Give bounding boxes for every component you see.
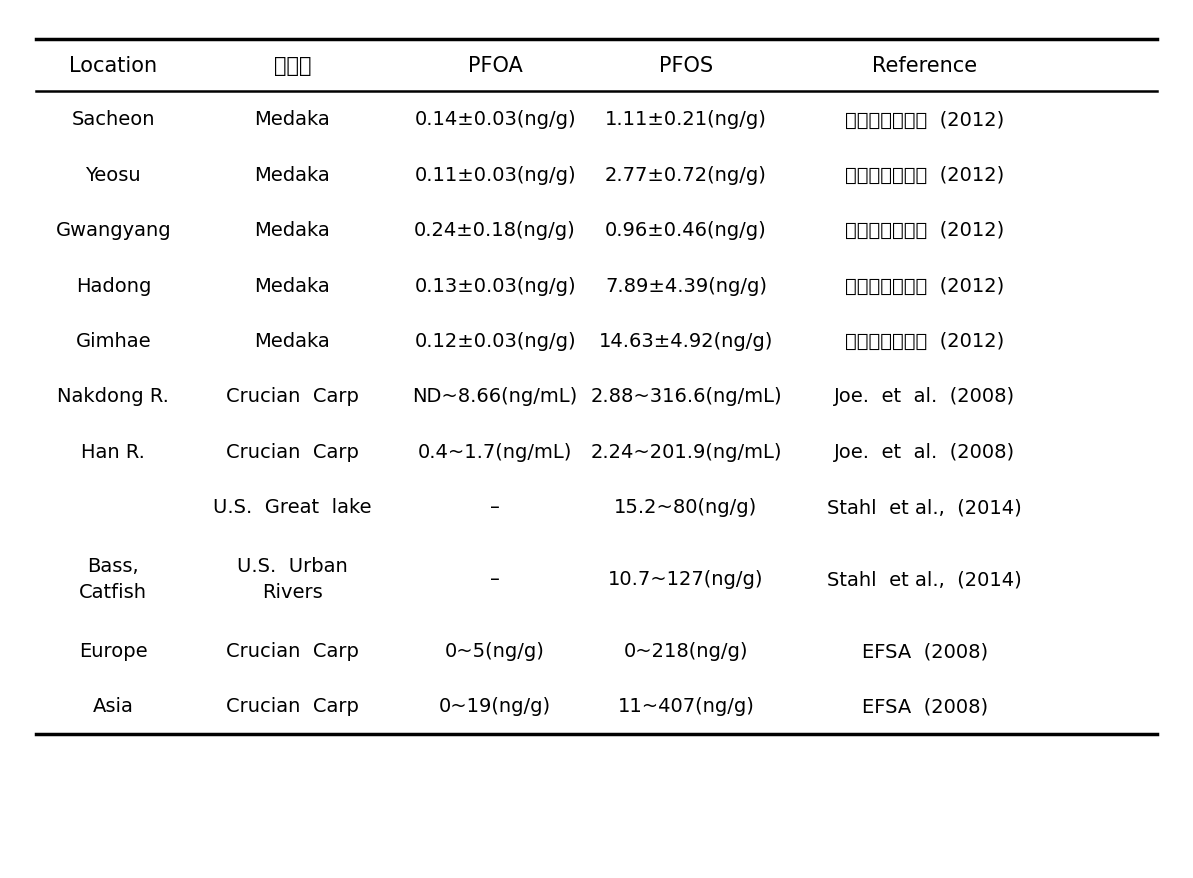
Text: Yeosu: Yeosu <box>86 166 141 184</box>
Text: PFOA: PFOA <box>468 56 523 76</box>
Text: Bass,
Catfish: Bass, Catfish <box>80 557 147 601</box>
Text: Joe.  et  al.  (2008): Joe. et al. (2008) <box>834 443 1015 461</box>
Text: Medaka: Medaka <box>254 332 330 350</box>
Text: Europe: Europe <box>79 641 148 660</box>
Text: 7.89±4.39(ng/g): 7.89±4.39(ng/g) <box>605 277 767 295</box>
Text: 2.88~316.6(ng/mL): 2.88~316.6(ng/mL) <box>591 387 781 406</box>
Text: Crucian  Carp: Crucian Carp <box>225 641 359 660</box>
Text: Asia: Asia <box>93 696 134 716</box>
Text: Gimhae: Gimhae <box>75 332 152 350</box>
Text: EFSA  (2008): EFSA (2008) <box>861 641 988 660</box>
Text: 0.96±0.46(ng/g): 0.96±0.46(ng/g) <box>605 221 767 240</box>
Text: Medaka: Medaka <box>254 111 330 129</box>
Text: 국립환경과학원  (2012): 국립환경과학원 (2012) <box>845 221 1005 240</box>
Text: 2.77±0.72(ng/g): 2.77±0.72(ng/g) <box>605 166 767 184</box>
Text: Hadong: Hadong <box>75 277 152 295</box>
Text: Sacheon: Sacheon <box>72 111 155 129</box>
Text: U.S.  Urban
Rivers: U.S. Urban Rivers <box>237 557 347 601</box>
Text: Medaka: Medaka <box>254 166 330 184</box>
Text: Gwangyang: Gwangyang <box>56 221 171 240</box>
Text: 0~5(ng/g): 0~5(ng/g) <box>445 641 545 660</box>
Text: 국립환경과학원  (2012): 국립환경과학원 (2012) <box>845 166 1005 184</box>
Text: Stahl  et al.,  (2014): Stahl et al., (2014) <box>827 570 1022 588</box>
Text: 국립환경과학원  (2012): 국립환경과학원 (2012) <box>845 332 1005 350</box>
Text: Medaka: Medaka <box>254 277 330 295</box>
Text: Han R.: Han R. <box>81 443 146 461</box>
Text: Nakdong R.: Nakdong R. <box>57 387 169 406</box>
Text: –: – <box>490 570 500 588</box>
Text: 0.12±0.03(ng/g): 0.12±0.03(ng/g) <box>414 332 576 350</box>
Text: 0.24±0.18(ng/g): 0.24±0.18(ng/g) <box>414 221 576 240</box>
Text: 15.2~80(ng/g): 15.2~80(ng/g) <box>614 498 758 516</box>
Text: EFSA  (2008): EFSA (2008) <box>861 696 988 716</box>
Text: 11~407(ng/g): 11~407(ng/g) <box>618 696 754 716</box>
Text: 국립환경과학원  (2012): 국립환경과학원 (2012) <box>845 277 1005 295</box>
Text: 국립환경과학원  (2012): 국립환경과학원 (2012) <box>845 111 1005 129</box>
Text: Joe.  et  al.  (2008): Joe. et al. (2008) <box>834 387 1015 406</box>
Text: 2.24~201.9(ng/mL): 2.24~201.9(ng/mL) <box>591 443 781 461</box>
Text: 0.14±0.03(ng/g): 0.14±0.03(ng/g) <box>414 111 576 129</box>
Text: 0.11±0.03(ng/g): 0.11±0.03(ng/g) <box>414 166 576 184</box>
Text: 10.7~127(ng/g): 10.7~127(ng/g) <box>608 570 764 588</box>
Text: 0.4~1.7(ng/mL): 0.4~1.7(ng/mL) <box>418 443 573 461</box>
Text: 0~218(ng/g): 0~218(ng/g) <box>624 641 748 660</box>
Text: ND~8.66(ng/mL): ND~8.66(ng/mL) <box>413 387 577 406</box>
Text: Crucian  Carp: Crucian Carp <box>225 443 359 461</box>
Text: 1.11±0.21(ng/g): 1.11±0.21(ng/g) <box>605 111 767 129</box>
Text: Reference: Reference <box>872 56 977 76</box>
Text: PFOS: PFOS <box>659 56 713 76</box>
Text: Location: Location <box>69 56 157 76</box>
Text: 0~19(ng/g): 0~19(ng/g) <box>439 696 551 716</box>
Text: Stahl  et al.,  (2014): Stahl et al., (2014) <box>827 498 1022 516</box>
Text: –: – <box>490 498 500 516</box>
Text: Crucian  Carp: Crucian Carp <box>225 696 359 716</box>
Text: U.S.  Great  lake: U.S. Great lake <box>214 498 371 516</box>
Text: 생물종: 생물종 <box>273 56 311 76</box>
Text: 14.63±4.92(ng/g): 14.63±4.92(ng/g) <box>599 332 773 350</box>
Text: Crucian  Carp: Crucian Carp <box>225 387 359 406</box>
Text: Medaka: Medaka <box>254 221 330 240</box>
Text: 0.13±0.03(ng/g): 0.13±0.03(ng/g) <box>414 277 576 295</box>
